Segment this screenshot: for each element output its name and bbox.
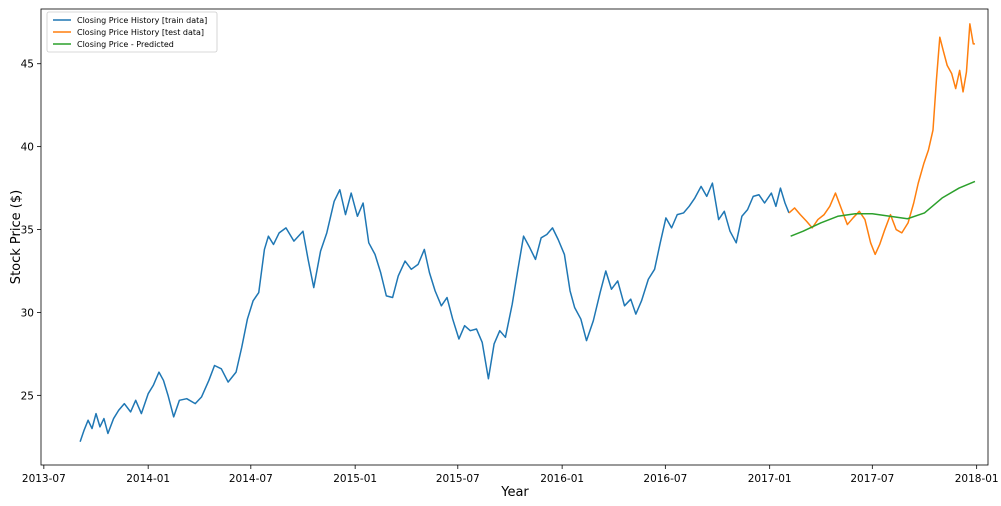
x-tick-label: 2016-07	[643, 473, 687, 485]
y-axis-label: Stock Price ($)	[9, 190, 24, 284]
x-tick-label: 2015-07	[436, 473, 480, 485]
plot-background	[41, 9, 988, 465]
y-tick-label: 40	[21, 142, 34, 154]
legend-box	[46, 11, 218, 53]
x-tick-label: 2018-01	[955, 473, 999, 485]
legend-label: Closing Price - Predicted	[77, 40, 174, 49]
x-tick-label: 2016-01	[540, 473, 584, 485]
x-tick-label: 2014-07	[229, 473, 273, 485]
x-tick-label: 2013-07	[22, 473, 66, 485]
y-tick-label: 45	[21, 59, 34, 71]
series-line-3	[790, 180, 976, 237]
legend-label: Closing Price History [train data]	[77, 16, 207, 25]
series-line-2	[788, 23, 975, 256]
legend-label: Closing Price History [test data]	[77, 28, 204, 37]
y-tick-label: 35	[21, 225, 34, 237]
x-tick-label: 2017-01	[748, 473, 792, 485]
series-line-1	[79, 182, 790, 443]
x-tick-label: 2014-01	[126, 473, 170, 485]
y-tick-label: 25	[21, 390, 34, 402]
y-tick-label: 30	[21, 307, 34, 319]
x-axis-label: Year	[500, 485, 529, 500]
axes	[40, 8, 989, 466]
series-layer	[79, 23, 976, 443]
axes-frame	[40, 8, 989, 466]
x-tick-label: 2015-01	[333, 473, 377, 485]
x-tick-label: 2017-07	[850, 473, 894, 485]
plot-area	[41, 9, 988, 465]
tick-labels: 2013-07 2014-01 2014-07 2015-01 2015-07 2016-…	[21, 59, 999, 485]
legend: Closing Price History [train data] Closin…	[46, 11, 218, 53]
